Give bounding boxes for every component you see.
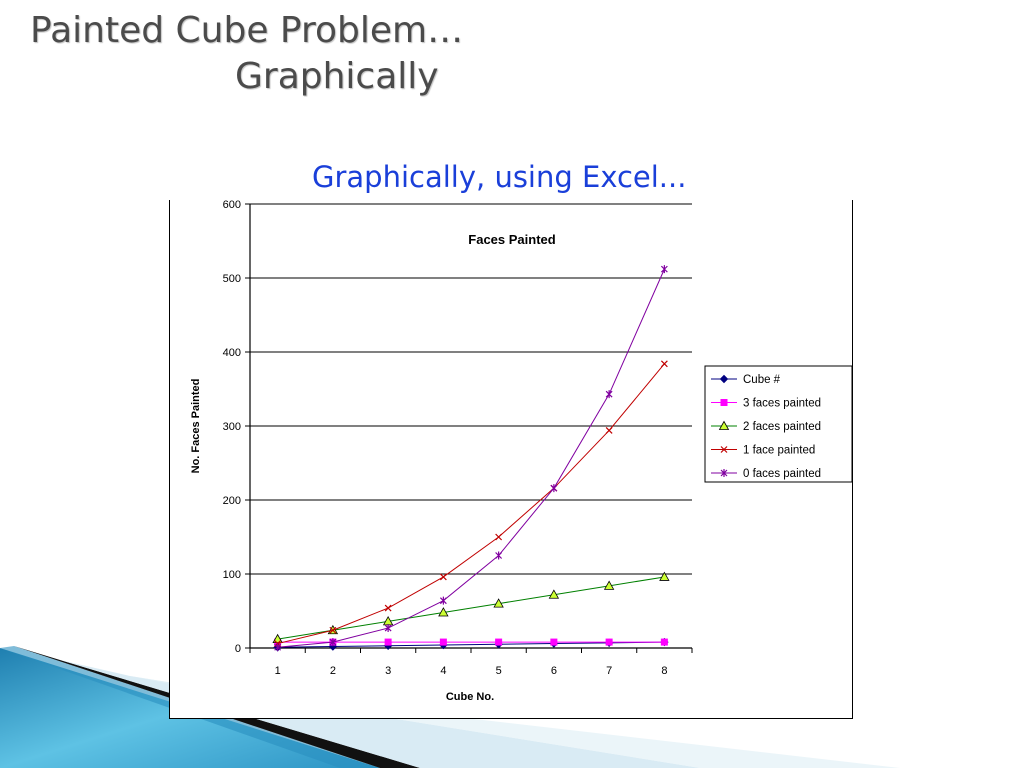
series-line-2 <box>277 576 665 640</box>
legend-marker <box>720 446 728 453</box>
faces-painted-chart: 0 100 200 300 400 500 600 1 2 3 4 5 6 7 8 Faces Painted… <box>190 199 853 703</box>
data-point <box>548 589 560 599</box>
y-axis-title: No. Faces Painted <box>190 379 202 474</box>
series-line-0 <box>277 641 665 648</box>
slide-title-line2: Graphically <box>235 56 439 97</box>
x-axis-title: Cube No. <box>446 691 494 703</box>
data-point <box>439 573 447 581</box>
data-point <box>384 604 392 612</box>
legend-label: 1 face painted <box>743 445 815 457</box>
x-tick-label: 4 <box>440 665 446 677</box>
data-point <box>660 638 668 646</box>
x-tick-label: 8 <box>661 665 667 677</box>
data-point <box>495 551 503 560</box>
x-tick-label: 3 <box>385 665 391 677</box>
legend-label: 2 faces painted <box>743 421 821 433</box>
slide-title-line1: Painted Cube Problem… <box>30 10 464 51</box>
series-line-4 <box>277 268 665 648</box>
y-tick-label: 300 <box>223 421 241 433</box>
x-tick-label: 7 <box>606 665 612 677</box>
x-tick-label: 1 <box>275 665 281 677</box>
chart-title: Faces Painted <box>468 232 555 247</box>
data-point <box>495 533 503 541</box>
legend-marker <box>720 399 728 406</box>
data-point <box>605 427 613 434</box>
y-tick-label: 200 <box>223 495 241 507</box>
y-tick-label: 600 <box>223 200 241 211</box>
data-point <box>605 638 613 646</box>
y-tick-label: 500 <box>223 273 241 285</box>
data-point <box>438 607 449 617</box>
x-tick-label: 5 <box>496 665 502 677</box>
slide-title: Painted Cube Problem… Graphically <box>30 8 463 100</box>
y-tick-label: 100 <box>223 569 241 581</box>
legend-marker <box>719 374 729 384</box>
y-tick-label: 0 <box>235 643 241 655</box>
series-line-3 <box>277 363 665 645</box>
data-point <box>439 596 447 605</box>
data-point <box>550 638 558 646</box>
data-point <box>659 571 670 581</box>
chart-frame: 0 100 200 300 400 500 600 1 2 3 4 5 6 7 8 Faces Painted… <box>169 199 853 719</box>
data-point <box>439 638 447 646</box>
legend-label: Cube # <box>743 374 781 386</box>
data-point <box>493 598 504 608</box>
data-point <box>274 643 282 652</box>
data-point <box>329 638 337 647</box>
data-point <box>603 580 615 590</box>
legend-marker <box>720 469 728 477</box>
data-point <box>660 265 668 274</box>
legend-marker <box>718 420 730 430</box>
data-point <box>550 484 558 493</box>
x-tick-label: 6 <box>551 665 557 677</box>
data-point <box>384 638 392 646</box>
x-tick-label: 2 <box>330 665 336 677</box>
y-tick-label: 400 <box>223 347 241 359</box>
data-point <box>329 626 337 634</box>
legend-label: 3 faces painted <box>743 398 821 410</box>
legend-label: 0 faces painted <box>743 468 821 480</box>
legend-box <box>704 365 853 483</box>
data-point <box>495 638 503 646</box>
slide-subtitle: Graphically, using Excel... <box>312 160 687 194</box>
data-point <box>605 390 613 399</box>
data-point <box>384 624 392 633</box>
data-point <box>660 360 668 368</box>
